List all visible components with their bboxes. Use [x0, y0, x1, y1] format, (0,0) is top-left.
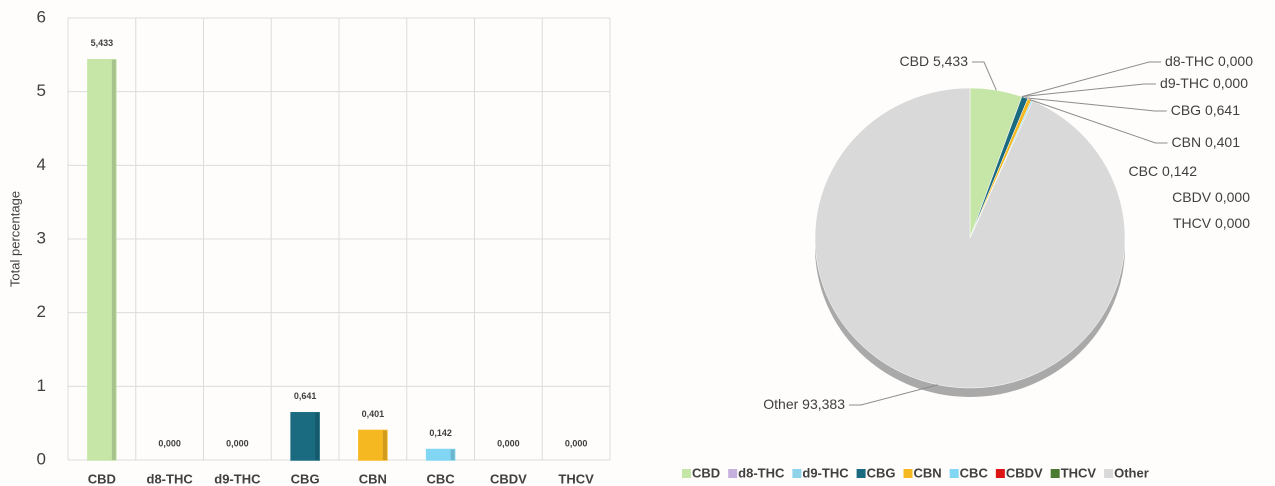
- pie-data-label: THCV 0,000: [1173, 215, 1250, 231]
- bar: [427, 450, 455, 460]
- value-label: 0,641: [294, 391, 317, 401]
- legend-swatch: [996, 469, 1005, 478]
- legend-label: CBD: [692, 465, 720, 480]
- value-label: 0,000: [497, 438, 520, 448]
- legend-swatch: [904, 469, 913, 478]
- legend-swatch: [682, 469, 691, 478]
- x-tick-label: CBD: [88, 471, 116, 486]
- pie-label-name: d9-THC: [1160, 75, 1209, 91]
- pie-data-label: CBN 0,401: [1172, 134, 1241, 150]
- pie-label-value: 0,000: [1215, 189, 1250, 205]
- value-label: 0,000: [158, 438, 181, 448]
- pie-label-name: CBD: [900, 53, 930, 69]
- x-tick-label: d9-THC: [214, 471, 261, 486]
- bar-shade: [383, 430, 387, 460]
- pie-label-name: CBG: [1171, 102, 1201, 118]
- y-tick-label: 3: [37, 228, 46, 247]
- legend-label: Other: [1114, 465, 1149, 480]
- legend-label: CBN: [914, 465, 942, 480]
- x-tick-label: THCV: [558, 471, 594, 486]
- legend-swatch: [857, 469, 866, 478]
- pie-data-label: Other 93,383: [763, 396, 845, 412]
- value-label: 0,000: [226, 438, 249, 448]
- pie-label-name: CBDV: [1172, 189, 1212, 205]
- pie-data-label: d9-THC 0,000: [1160, 75, 1248, 91]
- legend-label: CBDV: [1006, 465, 1043, 480]
- pie-label-value: 0,000: [1218, 53, 1253, 69]
- legend-label: d9-THC: [802, 465, 849, 480]
- bar: [291, 413, 319, 460]
- x-tick-label: CBC: [427, 471, 456, 486]
- legend-swatch: [950, 469, 959, 478]
- y-tick-label: 6: [37, 7, 46, 26]
- x-tick-label: CBDV: [490, 471, 527, 486]
- bar-shade: [451, 450, 455, 460]
- pie-label-name: CBN: [1172, 134, 1202, 150]
- legend-label: THCV: [1061, 465, 1097, 480]
- legend-swatch: [792, 469, 801, 478]
- legend-swatch: [1051, 469, 1060, 478]
- pie-label-name: THCV: [1173, 215, 1212, 231]
- value-label: 5,433: [91, 38, 114, 48]
- bar-shade: [315, 413, 319, 460]
- page: 0123456Total percentage5,433CBD0,000d8-T…: [0, 0, 1275, 486]
- pie-label-value: 93,383: [802, 396, 845, 412]
- pie-label-value: 0,000: [1213, 75, 1248, 91]
- legend-label: CBG: [867, 465, 896, 480]
- pie-label-value: 0,641: [1205, 102, 1240, 118]
- pie-data-label: CBC 0,142: [1129, 163, 1198, 179]
- y-tick-label: 4: [37, 155, 46, 174]
- pie-data-label: CBDV 0,000: [1172, 189, 1250, 205]
- pie-label-name: CBC: [1129, 163, 1159, 179]
- x-tick-label: CBG: [291, 471, 320, 486]
- pie-label-value: 5,433: [933, 53, 968, 69]
- pie-data-label: CBD 5,433: [900, 53, 969, 69]
- x-tick-label: CBN: [359, 471, 387, 486]
- value-label: 0,000: [565, 438, 588, 448]
- y-tick-label: 0: [37, 449, 46, 468]
- pie-label-value: 0,142: [1162, 163, 1197, 179]
- bar: [359, 430, 387, 460]
- pie-slice: [815, 88, 1125, 388]
- value-label: 0,142: [429, 428, 452, 438]
- pie-data-label: d8-THC 0,000: [1165, 53, 1253, 69]
- x-tick-label: d8-THC: [147, 471, 194, 486]
- legend-swatch: [728, 469, 737, 478]
- y-tick-label: 1: [37, 376, 46, 395]
- bar: [88, 60, 116, 460]
- pie-label-value: 0,000: [1215, 215, 1250, 231]
- value-label: 0,401: [362, 409, 385, 419]
- pie-label-name: d8-THC: [1165, 53, 1214, 69]
- y-tick-label: 5: [37, 81, 46, 100]
- y-axis-title: Total percentage: [7, 191, 22, 287]
- pie-label-value: 0,401: [1205, 134, 1240, 150]
- legend-label: CBC: [960, 465, 989, 480]
- y-tick-label: 2: [37, 302, 46, 321]
- bar-shade: [112, 60, 116, 460]
- pie-label-name: Other: [763, 396, 798, 412]
- legend-swatch: [1104, 469, 1113, 478]
- pie-data-label: CBG 0,641: [1171, 102, 1240, 118]
- legend-label: d8-THC: [738, 465, 785, 480]
